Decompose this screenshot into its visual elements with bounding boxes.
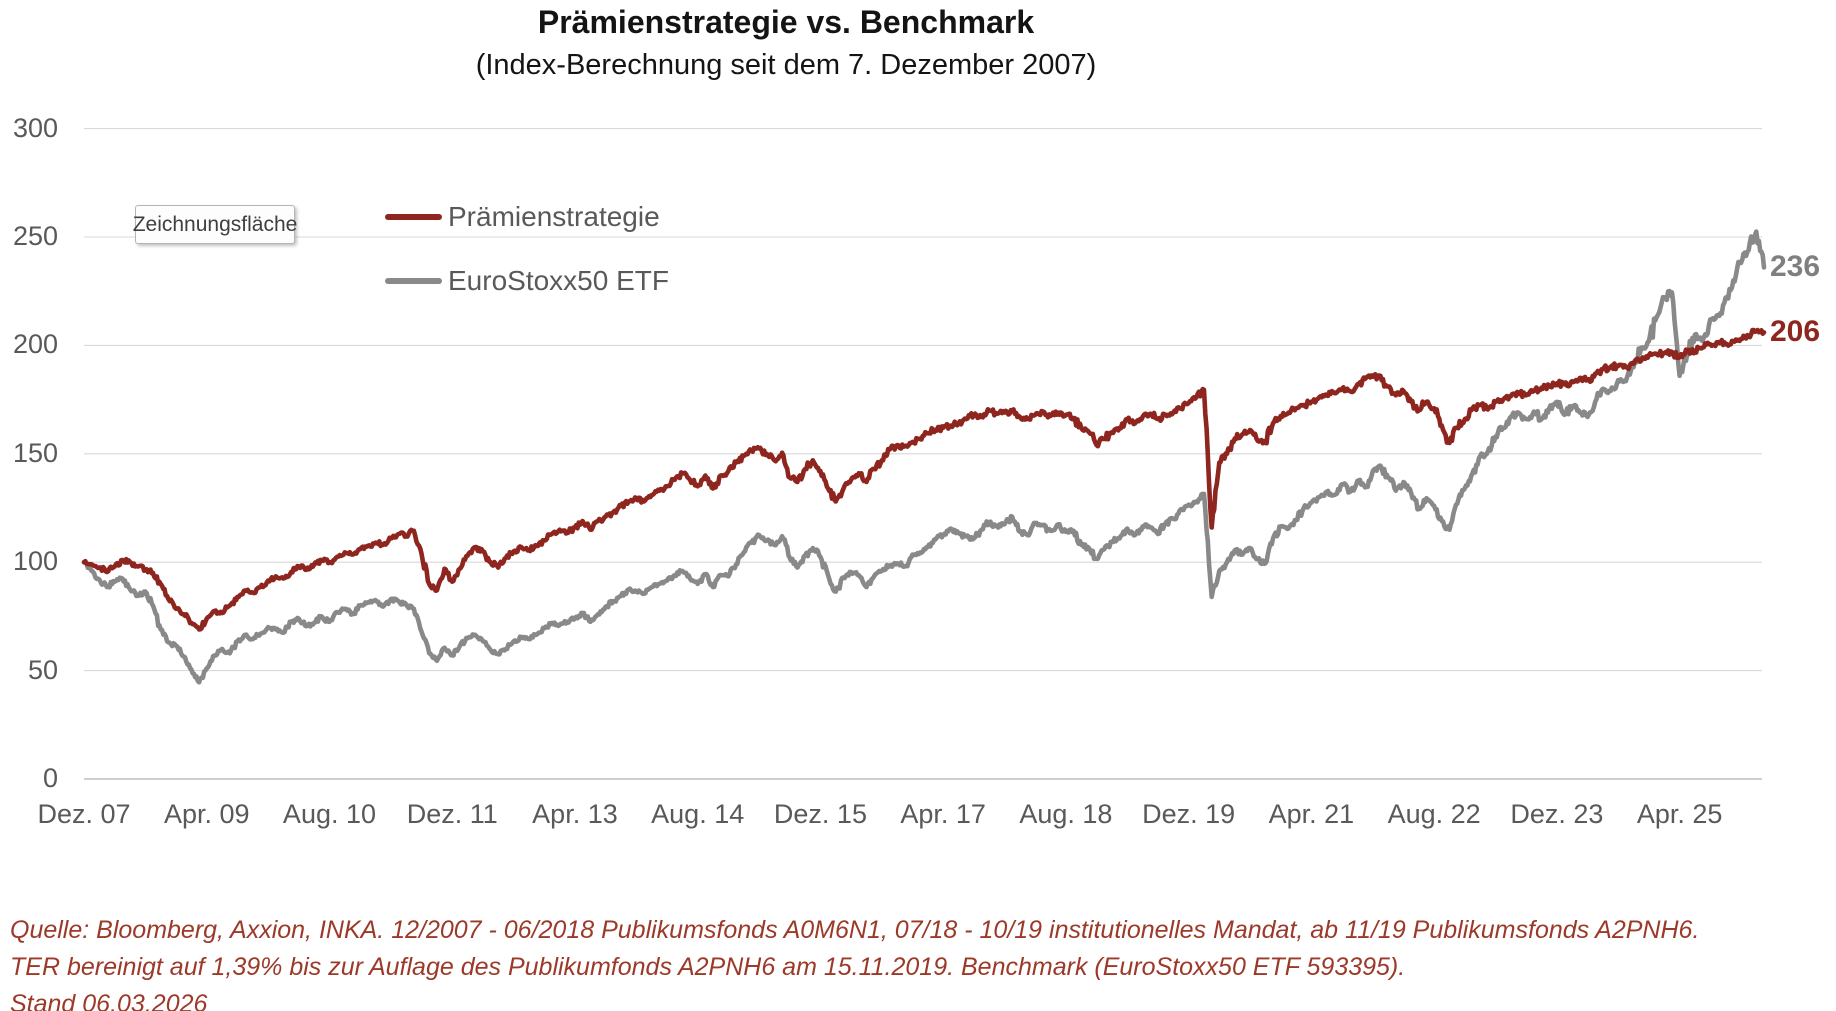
x-tick-label: Aug. 14: [651, 799, 745, 829]
plot-area[interactable]: [84, 129, 1764, 779]
x-tick-label: Aug. 10: [282, 799, 377, 829]
x-tick-label: Apr. 13: [532, 799, 618, 829]
legend-item-strategy[interactable]: Prämienstrategie: [385, 201, 660, 233]
chart-title: Prämienstrategie vs. Benchmark: [537, 4, 1035, 40]
source-note-line-1: Quelle: Bloomberg, Axxion, INKA. 12/2007…: [10, 916, 1700, 944]
x-tick-label: Apr. 17: [900, 799, 986, 829]
y-tick-label: 100: [12, 546, 58, 577]
strategy-color-swatch: [385, 214, 442, 220]
y-tick-label: 200: [12, 329, 58, 360]
benchmark-line[interactable]: [81, 229, 1767, 685]
chart-subtitle: (Index-Berechnung seit dem 7. Dezember 2…: [475, 49, 1097, 81]
x-tick-label: Dez. 11: [406, 799, 498, 829]
source-note-line-2: TER bereinigt auf 1,39% bis zur Auflage …: [10, 953, 1406, 981]
y-tick-label: 300: [12, 112, 58, 143]
benchmark-end-value-label: 236: [1770, 250, 1821, 283]
legend-item-benchmark[interactable]: EuroStoxx50 ETF: [385, 265, 669, 297]
x-tick-label: Dez. 23: [1510, 799, 1604, 829]
plot-area-tooltip: Zeichnungsfläche: [132, 205, 298, 244]
legend-label-strategy: Prämienstrategie: [448, 201, 660, 232]
strategy-line[interactable]: [81, 327, 1767, 632]
tooltip-label: Zeichnungsfläche: [132, 212, 298, 236]
x-tick-label: Aug. 18: [1019, 799, 1113, 829]
y-tick-label: 0: [42, 762, 58, 793]
x-tick-label: Aug. 22: [1387, 799, 1481, 829]
x-tick-label: Apr. 21: [1268, 799, 1355, 829]
gridlines: [84, 128, 1762, 780]
x-tick-label: Apr. 25: [1636, 799, 1723, 829]
x-tick-label: Dez. 15: [773, 799, 867, 829]
x-tick-label: Apr. 09: [163, 799, 250, 829]
y-tick-label: 250: [12, 220, 58, 251]
y-tick-label: 150: [12, 437, 58, 468]
series-lines: [81, 229, 1767, 685]
legend-label-benchmark: EuroStoxx50 ETF: [448, 265, 669, 296]
strategy-end-value-label: 206: [1770, 315, 1821, 348]
benchmark-color-swatch: [385, 278, 442, 284]
x-tick-label: Dez. 19: [1142, 799, 1236, 829]
y-tick-label: 50: [27, 654, 58, 685]
source-note-line-3: Stand 06.03.2026: [10, 990, 208, 1011]
x-tick-label: Dez. 07: [37, 799, 131, 829]
